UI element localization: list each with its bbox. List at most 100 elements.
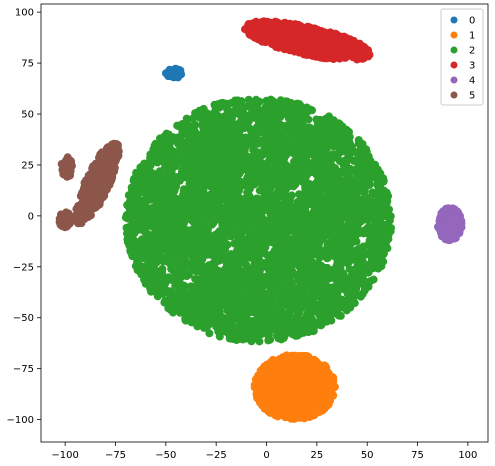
scatter-point <box>232 308 241 317</box>
scatter-point <box>255 337 264 346</box>
scatter-point <box>260 363 269 371</box>
scatter-point <box>284 314 293 323</box>
scatter-point <box>353 168 362 177</box>
scatter-point <box>226 306 235 315</box>
scatter-point <box>197 222 206 230</box>
scatter-point <box>316 363 325 372</box>
series-2 <box>121 95 395 346</box>
scatter-point <box>167 168 176 177</box>
scatter-point <box>130 236 139 245</box>
scatter-point <box>165 240 174 249</box>
scatter-point <box>338 168 347 177</box>
scatter-point <box>188 300 197 309</box>
scatter-point <box>275 379 284 388</box>
series-1 <box>250 351 339 423</box>
scatter-point <box>126 192 135 201</box>
scatter-point <box>184 201 193 210</box>
scatter-point <box>191 232 200 241</box>
scatter-point <box>277 128 286 137</box>
scatter-point <box>203 302 212 311</box>
scatter-point <box>301 358 310 367</box>
scatter-point <box>236 158 244 167</box>
scatter-point <box>157 284 165 293</box>
scatter-point <box>252 194 261 203</box>
scatter-point <box>342 259 351 268</box>
scatter-point <box>247 155 256 163</box>
scatter-point <box>206 190 215 199</box>
scatter-point <box>251 249 260 258</box>
scatter-point <box>235 186 243 195</box>
scatter-point <box>276 210 285 219</box>
scatter-point <box>194 194 203 203</box>
scatter-point <box>318 370 327 379</box>
scatter-point <box>157 245 166 254</box>
scatter-point <box>293 311 301 320</box>
scatter-point <box>313 196 322 205</box>
scatter-point <box>336 266 345 275</box>
scatter-point <box>175 278 184 287</box>
scatter-point <box>267 406 275 415</box>
scatter-point <box>367 252 376 261</box>
scatter-point <box>264 138 272 147</box>
scatter-point <box>290 157 299 166</box>
scatter-point <box>146 281 155 290</box>
scatter-points <box>55 17 466 423</box>
scatter-point <box>314 173 323 182</box>
scatter-point <box>300 414 309 423</box>
scatter-point <box>179 241 188 250</box>
scatter-point <box>295 100 304 109</box>
scatter-point <box>280 227 289 236</box>
scatter-point <box>305 390 314 399</box>
scatter-point <box>330 200 339 208</box>
scatter-point <box>309 357 318 365</box>
scatter-point <box>243 188 252 197</box>
scatter-point <box>286 280 295 289</box>
scatter-point <box>320 385 329 394</box>
scatter-point <box>209 295 218 304</box>
scatter-point <box>267 310 276 319</box>
scatter-point <box>156 134 164 143</box>
scatter-point <box>140 270 149 279</box>
scatter-point <box>162 193 171 202</box>
scatter-point <box>280 176 289 185</box>
scatter-point <box>182 114 191 123</box>
series-0 <box>162 64 186 82</box>
scatter-point <box>205 149 214 158</box>
scatter-point <box>325 394 334 403</box>
scatter-point <box>253 99 262 108</box>
scatter-point <box>258 393 267 402</box>
scatter-point <box>179 286 188 295</box>
scatter-point <box>314 403 323 412</box>
scatter-point <box>170 246 178 255</box>
scatter-point <box>201 289 210 298</box>
scatter-point <box>164 273 172 282</box>
scatter-point <box>182 272 191 281</box>
scatter-point <box>318 157 327 166</box>
scatter-point <box>255 186 264 195</box>
scatter-point <box>268 282 277 290</box>
scatter-point <box>327 288 335 297</box>
scatter-point <box>243 119 252 127</box>
scatter-point <box>286 395 295 404</box>
scatter-point <box>259 402 268 410</box>
scatter-point <box>248 107 257 116</box>
scatter-point <box>150 248 159 257</box>
scatter-point <box>256 178 265 187</box>
scatter-point <box>165 180 174 189</box>
scatter-point <box>257 302 266 311</box>
scatter-point <box>335 125 344 134</box>
scatter-point <box>264 101 273 110</box>
scatter-point <box>363 178 372 187</box>
scatter-point <box>383 197 392 206</box>
scatter-point <box>382 212 391 221</box>
scatter-point <box>301 397 310 406</box>
scatter-point <box>242 216 251 225</box>
scatter-point <box>186 192 194 201</box>
scatter-point <box>205 329 214 338</box>
scatter-point <box>358 257 367 265</box>
scatter-point <box>290 298 299 307</box>
scatter-point <box>296 270 305 279</box>
scatter-point <box>212 164 221 173</box>
scatter-point <box>156 169 165 178</box>
scatter-point <box>274 406 283 414</box>
